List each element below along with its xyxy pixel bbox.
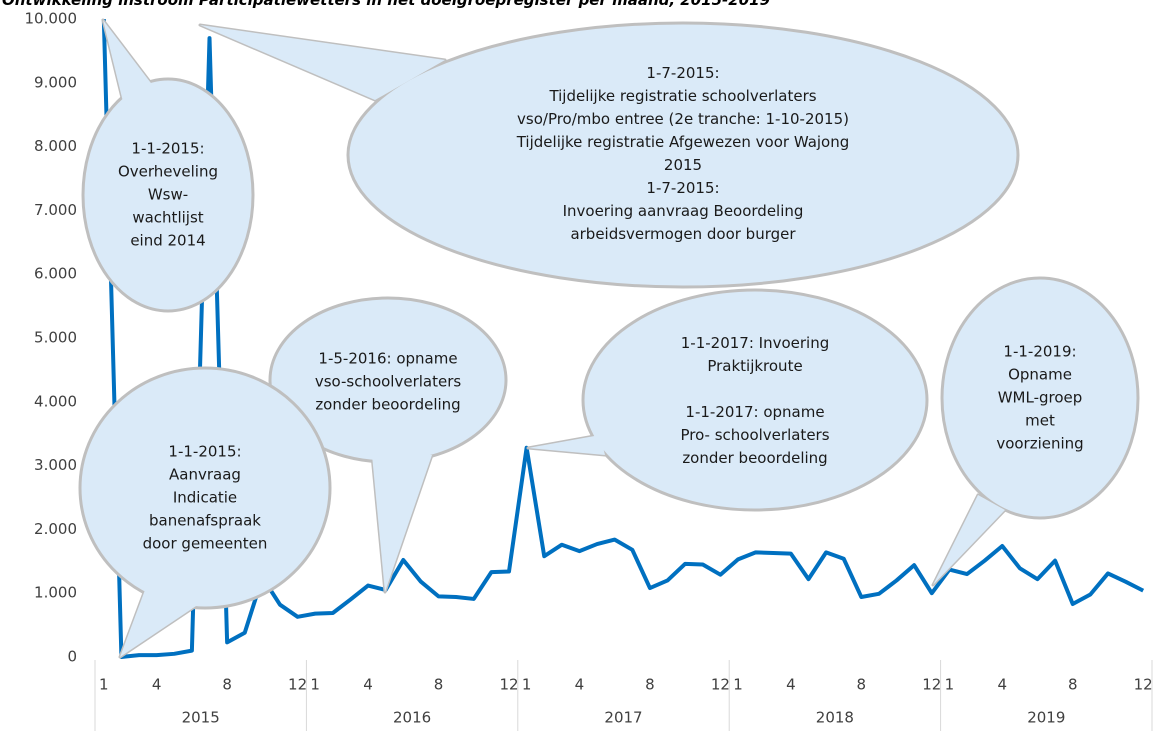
callout-text: Wsw- [148,186,188,204]
x-tick-label: 12 [711,676,730,694]
callout-text: door gemeenten [143,535,268,553]
callout-tail-fill [200,25,445,100]
callout: 1-1-2019: Opname WML-groep met voorziening [931,276,1140,587]
callout-text: arbeidsvermogen door burger [570,225,796,243]
x-tick-label: 4 [575,676,585,694]
callout-text: wachtlijst [132,209,203,227]
x-tick-label: 1 [733,676,743,694]
callout-text: Invoering aanvraag Beoordeling [563,202,804,220]
callout-tail-fill [120,590,205,657]
year-label: 2016 [393,709,431,727]
y-tick-label: 10.000 [25,10,78,28]
x-tick-label: 12 [1134,676,1153,694]
callout-text: met [1025,412,1055,430]
callout-text: 1-1-2017: Invoering [681,334,829,352]
year-label: 2017 [604,709,642,727]
callout: 1-1-2015: Aanvraag Indicatie banenafspraak d… [78,366,332,659]
x-tick-label: 1 [310,676,320,694]
x-tick-label: 1 [945,676,955,694]
callout-text: Aanvraag [169,466,241,484]
callout: 1-5-2016: opname vso-schoolverlaters zonde… [268,296,508,594]
callout-text: 1-1-2017: opname [685,403,824,421]
callout-text: 1-1-2015: [168,443,241,461]
y-tick-label: 1.000 [34,584,77,602]
y-tick-label: 5.000 [34,329,77,347]
chart-title: Ontwikkeling instroom Participatiewetter… [2,0,770,9]
x-tick-label: 4 [786,676,796,694]
callout: 1-1-2015: Overheveling Wsw-wachtlijst eind … [81,18,255,313]
callout-text: 1-5-2016: opname [318,350,457,368]
callout-text: Tijdelijke registratie schoolverlaters [548,87,816,105]
callout-tail-fill [103,20,160,110]
x-tick-label: 8 [434,676,444,694]
callout-text: banenafspraak [149,512,261,530]
callout-bubble [940,276,1140,520]
x-tick-label: 1 [522,676,532,694]
y-tick-label: 2.000 [34,520,77,538]
callout-text: WML-groep [998,389,1083,407]
callout-text: Overheveling [118,163,218,181]
callout-text: Tijdelijke registratie Afgewezen voor Wa… [516,133,850,151]
x-tick-label: 4 [997,676,1007,694]
callout-text: 1-1-2015: [131,140,204,158]
callout-bubble [581,288,929,512]
callout-text: 2015 [664,156,702,174]
callout-text: 1-1-2019: [1003,343,1076,361]
callout-text: vso-schoolverlaters [315,373,462,391]
x-tick-label: 4 [152,676,162,694]
year-label: 2015 [182,709,220,727]
y-tick-label: 7.000 [34,201,77,219]
x-tick-label: 8 [222,676,232,694]
callout-text: 1-7-2015: [646,64,719,82]
x-tick-label: 8 [857,676,867,694]
callout-text: Praktijkroute [707,357,802,375]
y-tick-label: 6.000 [34,265,77,283]
callout-tail-fill [528,435,605,455]
year-label: 2019 [1027,709,1065,727]
x-tick-label: 4 [363,676,373,694]
callout-text: Indicatie [173,489,237,507]
data-line [101,18,1145,659]
x-tick-label: 8 [1068,676,1078,694]
y-tick-label: 4.000 [34,392,77,410]
x-tick-label: 1 [99,676,109,694]
callout-tail-fill [933,495,1005,585]
x-tick-label: 12 [288,676,307,694]
y-tick-label: 0 [67,648,77,666]
callout-tail-fill [372,455,432,592]
callout-text: Opname [1008,366,1072,384]
callout: 1-1-2017: Invoering Praktijkroute 1-1-2017… [526,288,929,512]
x-tick-label: 12 [922,676,941,694]
y-tick-label: 9.000 [34,73,77,91]
y-tick-label: 8.000 [34,137,77,155]
callout-text: voorziening [996,435,1083,453]
callout-text: zonder beoordeling [315,396,460,414]
x-tick-label: 12 [499,676,518,694]
x-tick-label: 8 [645,676,655,694]
callout-text: Pro- schoolverlaters [680,426,829,444]
callout-text: eind 2014 [130,232,205,250]
callout: 1-7-2015: Tijdelijke registratie schoolve… [198,21,1020,289]
callout-text: vso/Pro/mbo entree (2e tranche: 1-10-201… [517,110,849,128]
callout-bubble [346,21,1020,289]
year-label: 2018 [816,709,854,727]
callout-bubble [81,77,255,313]
callout-bubble [78,366,332,610]
y-tick-label: 3.000 [34,456,77,474]
callout-text: 1-7-2015: [646,179,719,197]
callout-text: zonder beoordeling [682,449,827,467]
